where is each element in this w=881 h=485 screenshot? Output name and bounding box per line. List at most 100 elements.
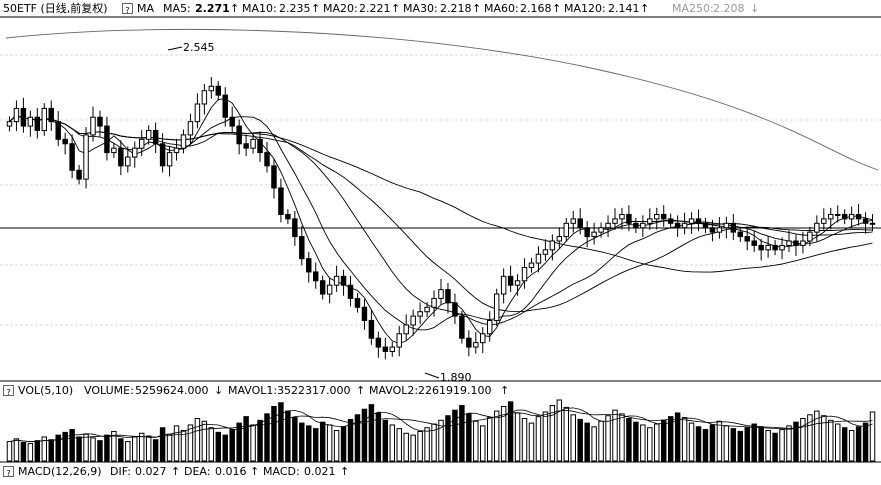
volume-bar xyxy=(459,405,465,462)
extreme-labels: 2.545 1.890 xyxy=(167,41,472,384)
candle-body xyxy=(828,213,834,220)
candle-body xyxy=(500,275,507,295)
candle-body xyxy=(194,103,201,123)
volume-bar xyxy=(271,405,277,462)
ma250-label: MA250: xyxy=(672,2,714,15)
volume-bar xyxy=(486,417,493,462)
candle-body xyxy=(361,306,368,322)
candle-body xyxy=(76,169,82,180)
volume-bar xyxy=(452,409,458,462)
candle-body xyxy=(605,222,611,229)
volume-settings-icon[interactable]: ? xyxy=(3,385,14,397)
volume-bar xyxy=(514,412,521,462)
volume-bar xyxy=(319,421,326,462)
dea-label: DEA: xyxy=(184,465,211,478)
volume-bar xyxy=(326,424,333,462)
volume-bars xyxy=(6,399,876,462)
volume-bar xyxy=(737,430,744,462)
candle-body xyxy=(6,121,13,127)
volume-bar xyxy=(528,422,535,462)
volume-bar xyxy=(507,401,514,462)
volume-bar xyxy=(403,432,409,462)
candle-body xyxy=(869,222,876,225)
volume-bar xyxy=(563,406,570,462)
candle-body xyxy=(751,240,757,246)
volume-bar xyxy=(111,430,117,462)
mavol2-arrow-icon: ↑ xyxy=(500,384,510,397)
volume-indicator[interactable]: VOL(5,10) xyxy=(18,384,74,397)
volume-bar xyxy=(340,426,347,462)
volume-bar xyxy=(257,419,263,462)
volume-bar xyxy=(208,427,215,462)
mavol1-arrow-icon: ↑ xyxy=(356,384,366,397)
volume-bar xyxy=(695,426,702,462)
ma30-value: 2.218 xyxy=(440,2,472,15)
candle-body xyxy=(319,280,326,295)
candle-body xyxy=(480,333,486,344)
volume-bar xyxy=(69,429,75,462)
candle-body xyxy=(132,147,138,158)
volume-bar xyxy=(41,436,48,462)
indicator-name[interactable]: MA xyxy=(137,2,155,15)
high-price-label: 2.545 xyxy=(183,41,215,54)
volume-bar xyxy=(166,433,173,462)
candle-body xyxy=(34,116,41,131)
volume-bar xyxy=(382,419,389,462)
candle-body xyxy=(709,227,716,233)
candle-body xyxy=(667,218,674,224)
volume-panel-header: ? VOL(5,10) VOLUME: 5259624.000 ↓ MAVOL1… xyxy=(0,382,881,399)
candle-body xyxy=(570,218,576,224)
candle-body xyxy=(535,253,542,264)
volume-label: VOLUME: xyxy=(84,384,134,397)
volume-bar xyxy=(104,434,110,462)
volume-bar xyxy=(13,438,20,462)
volume-bar xyxy=(333,430,340,462)
volume-bar xyxy=(480,425,486,462)
volume-bar xyxy=(542,411,549,462)
volume-bar xyxy=(688,422,695,462)
volume-bar xyxy=(138,432,145,462)
candle-body xyxy=(626,213,632,224)
volume-bar xyxy=(730,428,737,462)
volume-bar xyxy=(828,419,834,462)
settings-icon[interactable]: ? xyxy=(122,3,133,15)
candle-body xyxy=(97,116,103,127)
volume-bar xyxy=(848,430,855,462)
candle-body xyxy=(187,121,194,136)
candle-body xyxy=(278,187,284,215)
volume-bar xyxy=(821,415,827,462)
candle-body xyxy=(152,129,159,145)
candle-body xyxy=(744,236,750,242)
volume-bar xyxy=(250,424,256,462)
macd-settings-icon[interactable]: ? xyxy=(3,466,14,478)
macd-indicator[interactable]: MACD(12,26,9) xyxy=(18,465,102,478)
volume-bar xyxy=(709,424,716,462)
volume-bar xyxy=(62,431,68,462)
candle-body xyxy=(41,107,48,131)
volume-bar xyxy=(83,433,89,462)
volume-bar xyxy=(667,416,674,462)
security-title: 50ETF (日线,前复权) xyxy=(3,2,108,15)
volume-bar xyxy=(97,440,103,462)
candle-body xyxy=(452,302,458,317)
ma250-arrow-icon: ↓ xyxy=(750,2,760,15)
candle-body xyxy=(779,244,785,251)
candle-body xyxy=(48,107,54,123)
volume-bar xyxy=(814,410,820,462)
volume-bar xyxy=(807,414,813,462)
macd-value: 0.021 xyxy=(304,465,336,478)
candle-body xyxy=(674,222,681,229)
candle-body xyxy=(716,227,723,233)
candle-body xyxy=(229,116,235,127)
volume-bar xyxy=(654,423,660,462)
volume-bar xyxy=(758,426,764,462)
candle-body xyxy=(104,125,110,154)
volume-bar xyxy=(570,414,576,462)
volume-bar xyxy=(862,422,869,462)
candle-body xyxy=(841,213,848,220)
mavol1-value: 3522317.000 xyxy=(277,384,351,397)
volume-bar xyxy=(779,429,785,462)
ma60-line xyxy=(9,114,873,273)
candle-body xyxy=(758,244,764,251)
